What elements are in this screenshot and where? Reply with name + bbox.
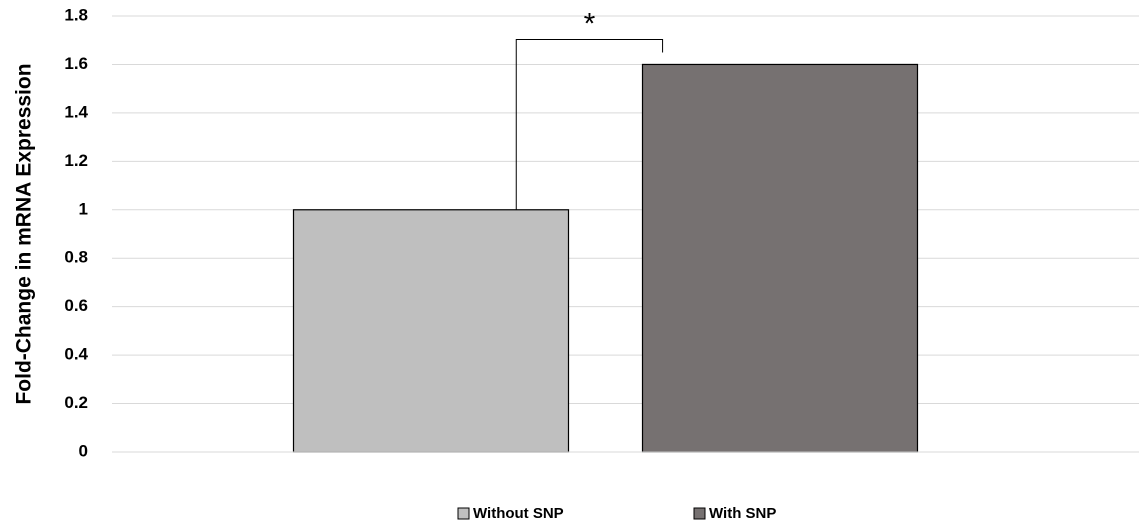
legend-label: With SNP xyxy=(709,505,776,522)
significance-label: * xyxy=(584,7,596,40)
legend-swatch xyxy=(457,507,470,520)
y-tick-label: 1.2 xyxy=(64,151,88,170)
y-axis-title: Fold-Change in mRNA Expression xyxy=(13,63,36,404)
legend-swatch xyxy=(693,507,706,520)
y-tick-label: 1.8 xyxy=(64,5,88,24)
y-tick-label: 0.4 xyxy=(64,345,88,364)
y-tick-label: 1.6 xyxy=(64,54,88,73)
y-tick-label: 0.6 xyxy=(64,296,88,315)
y-tick-label: 1 xyxy=(79,199,88,218)
significance-bracket xyxy=(515,38,664,210)
legend-label: Without SNP xyxy=(473,505,564,522)
bar xyxy=(641,63,919,453)
y-tick-label: 1.4 xyxy=(64,102,88,121)
y-tick-label: 0.8 xyxy=(64,248,88,267)
y-tick-label: 0 xyxy=(79,441,88,460)
bar xyxy=(292,209,570,453)
y-tick-label: 0.2 xyxy=(64,393,88,412)
